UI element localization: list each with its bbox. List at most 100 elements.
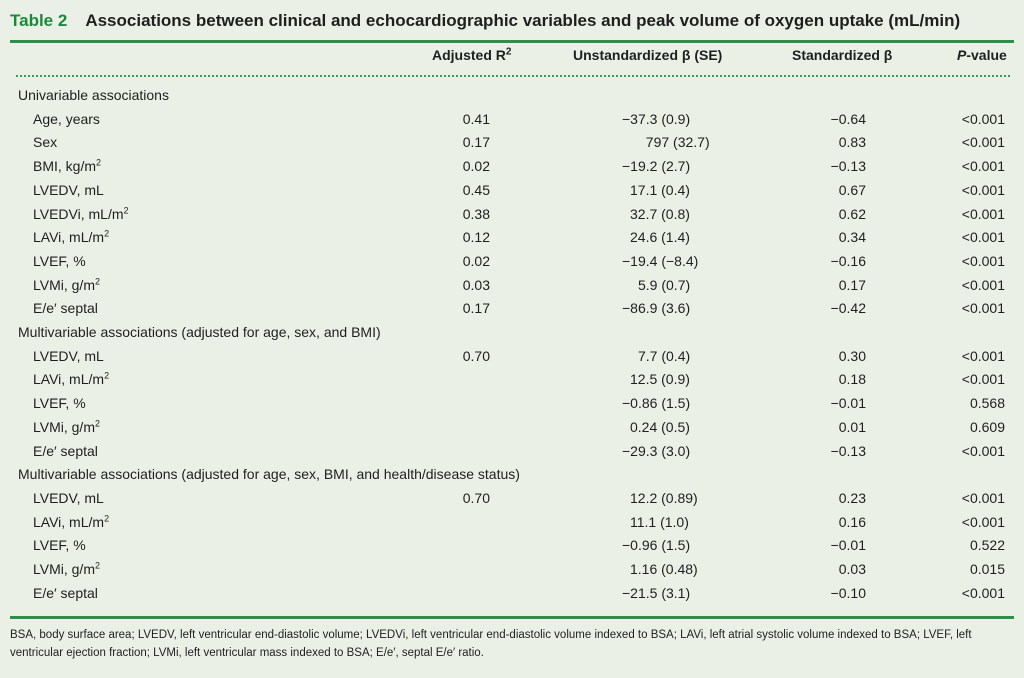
table-row: LAVi, mL/m2 0.12 24.6 (1.4) 0.34 <0.001 bbox=[0, 226, 1024, 249]
cell-adjusted-r2: 0.02 bbox=[462, 252, 490, 269]
table-row: E/e′ septal −21.5 (3.1) −0.10 <0.001 bbox=[0, 582, 1024, 605]
table-row: LVEDVi, mL/m2 0.38 32.7 (0.8) 0.62 <0.001 bbox=[0, 203, 1024, 226]
cell-standardized-beta: 0.62 bbox=[838, 205, 866, 222]
cell-p-value: <0.001 bbox=[961, 442, 1005, 459]
cell-standardized-beta: 0.67 bbox=[838, 181, 866, 198]
cell-p-value: <0.001 bbox=[961, 347, 1005, 364]
table-row: LAVi, mL/m2 12.5 (0.9) 0.18 <0.001 bbox=[0, 368, 1024, 391]
cell-standardized-beta: 0.83 bbox=[838, 134, 866, 151]
cell-standardized-beta: 0.23 bbox=[838, 489, 866, 506]
cell-unstandardized-beta: 12.5 (0.9) bbox=[630, 371, 690, 388]
cell-unstandardized-beta: 24.6 (1.4) bbox=[630, 229, 690, 246]
cell-p-value: <0.001 bbox=[961, 371, 1005, 388]
table-row: LVEDV, mL 0.45 17.1 (0.4) 0.67 <0.001 bbox=[0, 179, 1024, 202]
table-row: Sex 0.17 797 (32.7) 0.83 <0.001 bbox=[0, 131, 1024, 154]
table-title: Table 2 Associations between clinical an… bbox=[10, 6, 1014, 36]
table-caption: Associations between clinical and echoca… bbox=[85, 11, 961, 30]
cell-standardized-beta: 0.01 bbox=[838, 418, 866, 435]
table-footnote: BSA, body surface area; LVEDV, left vent… bbox=[10, 629, 972, 659]
cell-unstandardized-beta: 11.1 (1.0) bbox=[630, 513, 689, 530]
table-row: LVMi, g/m2 1.16 (0.48) 0.03 0.015 bbox=[0, 558, 1024, 581]
cell-adjusted-r2: 0.17 bbox=[462, 134, 490, 151]
cell-p-value: 0.568 bbox=[969, 395, 1005, 412]
cell-standardized-beta: −0.13 bbox=[830, 442, 866, 459]
cell-standardized-beta: −0.13 bbox=[830, 158, 866, 175]
bottom-rule bbox=[10, 616, 1014, 619]
cell-p-value: <0.001 bbox=[961, 205, 1005, 222]
cell-standardized-beta: −0.01 bbox=[830, 395, 866, 412]
cell-unstandardized-beta: 32.7 (0.8) bbox=[630, 205, 690, 222]
header-standardized-beta: Standardized β bbox=[792, 47, 893, 63]
cell-adjusted-r2: 0.45 bbox=[462, 181, 490, 198]
cell-adjusted-r2: 0.38 bbox=[462, 205, 490, 222]
header-p-value: P-value bbox=[957, 47, 1007, 63]
cell-unstandardized-beta: 5.9 (0.7) bbox=[638, 276, 691, 293]
cell-unstandardized-beta: −21.5 (3.1) bbox=[622, 584, 691, 601]
row-label: LVEF, % bbox=[33, 537, 86, 554]
table-row: E/e′ septal 0.17 −86.9 (3.6) −0.42 <0.001 bbox=[0, 297, 1024, 320]
cell-p-value: <0.001 bbox=[961, 158, 1005, 175]
row-label: LVEDVi, mL/m2 bbox=[33, 204, 129, 222]
row-label: E/e′ septal bbox=[33, 442, 98, 459]
row-label: E/e′ septal bbox=[33, 584, 98, 601]
cell-adjusted-r2: 0.17 bbox=[462, 300, 490, 317]
cell-standardized-beta: −0.16 bbox=[830, 252, 866, 269]
cell-standardized-beta: 0.30 bbox=[838, 347, 866, 364]
row-label: Multivariable associations (adjusted for… bbox=[18, 324, 381, 340]
row-label: LAVi, mL/m2 bbox=[33, 512, 110, 530]
cell-adjusted-r2: 0.02 bbox=[462, 158, 490, 175]
cell-standardized-beta: 0.17 bbox=[838, 276, 866, 293]
cell-standardized-beta: 0.34 bbox=[838, 229, 866, 246]
cell-p-value: <0.001 bbox=[961, 513, 1005, 530]
cell-p-value: <0.001 bbox=[961, 229, 1005, 246]
cell-p-value: 0.609 bbox=[969, 418, 1005, 435]
row-label: LVMi, g/m2 bbox=[33, 560, 100, 577]
cell-unstandardized-beta: 7.7 (0.4) bbox=[638, 347, 691, 364]
row-label: E/e′ septal bbox=[33, 300, 98, 317]
cell-standardized-beta: −0.42 bbox=[830, 300, 866, 317]
row-label: LVEF, % bbox=[33, 395, 86, 412]
cell-p-value: <0.001 bbox=[961, 489, 1005, 506]
row-label: Univariable associations bbox=[18, 87, 169, 103]
row-label: Multivariable associations (adjusted for… bbox=[18, 466, 520, 483]
table-row: LVMi, g/m2 0.24 (0.5) 0.01 0.609 bbox=[0, 416, 1024, 439]
cell-p-value: <0.001 bbox=[961, 584, 1005, 601]
row-label: LVMi, g/m2 bbox=[33, 275, 100, 293]
header-unstandardized-beta: Unstandardized β (SE) bbox=[573, 47, 723, 63]
cell-unstandardized-beta: 1.16 (0.48) bbox=[630, 561, 698, 577]
row-label: Age, years bbox=[33, 110, 100, 127]
cell-unstandardized-beta: −19.2 (2.7) bbox=[622, 158, 691, 175]
table-row: LVMi, g/m2 0.03 5.9 (0.7) 0.17 <0.001 bbox=[0, 274, 1024, 297]
table-row: LVEDV, mL 0.70 12.2 (0.89) 0.23 <0.001 bbox=[0, 487, 1024, 510]
section-heading: Multivariable associations (adjusted for… bbox=[0, 321, 1024, 344]
cell-adjusted-r2: 0.12 bbox=[462, 229, 490, 246]
table-row: LVEF, % −0.96 (1.5) −0.01 0.522 bbox=[0, 534, 1024, 557]
cell-unstandardized-beta: −29.3 (3.0) bbox=[622, 442, 691, 459]
cell-p-value: <0.001 bbox=[961, 252, 1005, 269]
cell-p-value: <0.001 bbox=[961, 181, 1005, 198]
table-row: LVEF, % −0.86 (1.5) −0.01 0.568 bbox=[0, 392, 1024, 415]
cell-p-value: <0.001 bbox=[961, 110, 1005, 127]
cell-unstandardized-beta: 0.24 (0.5) bbox=[630, 418, 690, 435]
cell-p-value: <0.001 bbox=[961, 276, 1005, 293]
cell-unstandardized-beta: −0.86 (1.5) bbox=[622, 395, 691, 412]
table-number: Table 2 bbox=[10, 11, 68, 30]
header-adjusted-r2: Adjusted R2 bbox=[432, 46, 512, 63]
cell-unstandardized-beta: −86.9 (3.6) bbox=[622, 300, 691, 317]
cell-standardized-beta: 0.03 bbox=[838, 561, 866, 577]
cell-p-value: <0.001 bbox=[961, 134, 1005, 151]
row-label: BMI, kg/m2 bbox=[33, 157, 102, 175]
table-row: LVEDV, mL 0.70 7.7 (0.4) 0.30 <0.001 bbox=[0, 345, 1024, 368]
row-label: LVEF, % bbox=[33, 252, 86, 269]
table-row: E/e′ septal −29.3 (3.0) −0.13 <0.001 bbox=[0, 440, 1024, 463]
header-divider bbox=[16, 75, 1010, 77]
cell-adjusted-r2: 0.70 bbox=[462, 489, 490, 506]
cell-standardized-beta: 0.16 bbox=[838, 513, 866, 530]
cell-adjusted-r2: 0.70 bbox=[462, 347, 490, 364]
cell-p-value: 0.522 bbox=[969, 537, 1005, 554]
cell-p-value: 0.015 bbox=[969, 561, 1005, 577]
cell-p-value: <0.001 bbox=[961, 300, 1005, 317]
cell-standardized-beta: 0.18 bbox=[838, 371, 866, 388]
top-rule bbox=[10, 40, 1014, 43]
cell-adjusted-r2: 0.03 bbox=[462, 276, 490, 293]
